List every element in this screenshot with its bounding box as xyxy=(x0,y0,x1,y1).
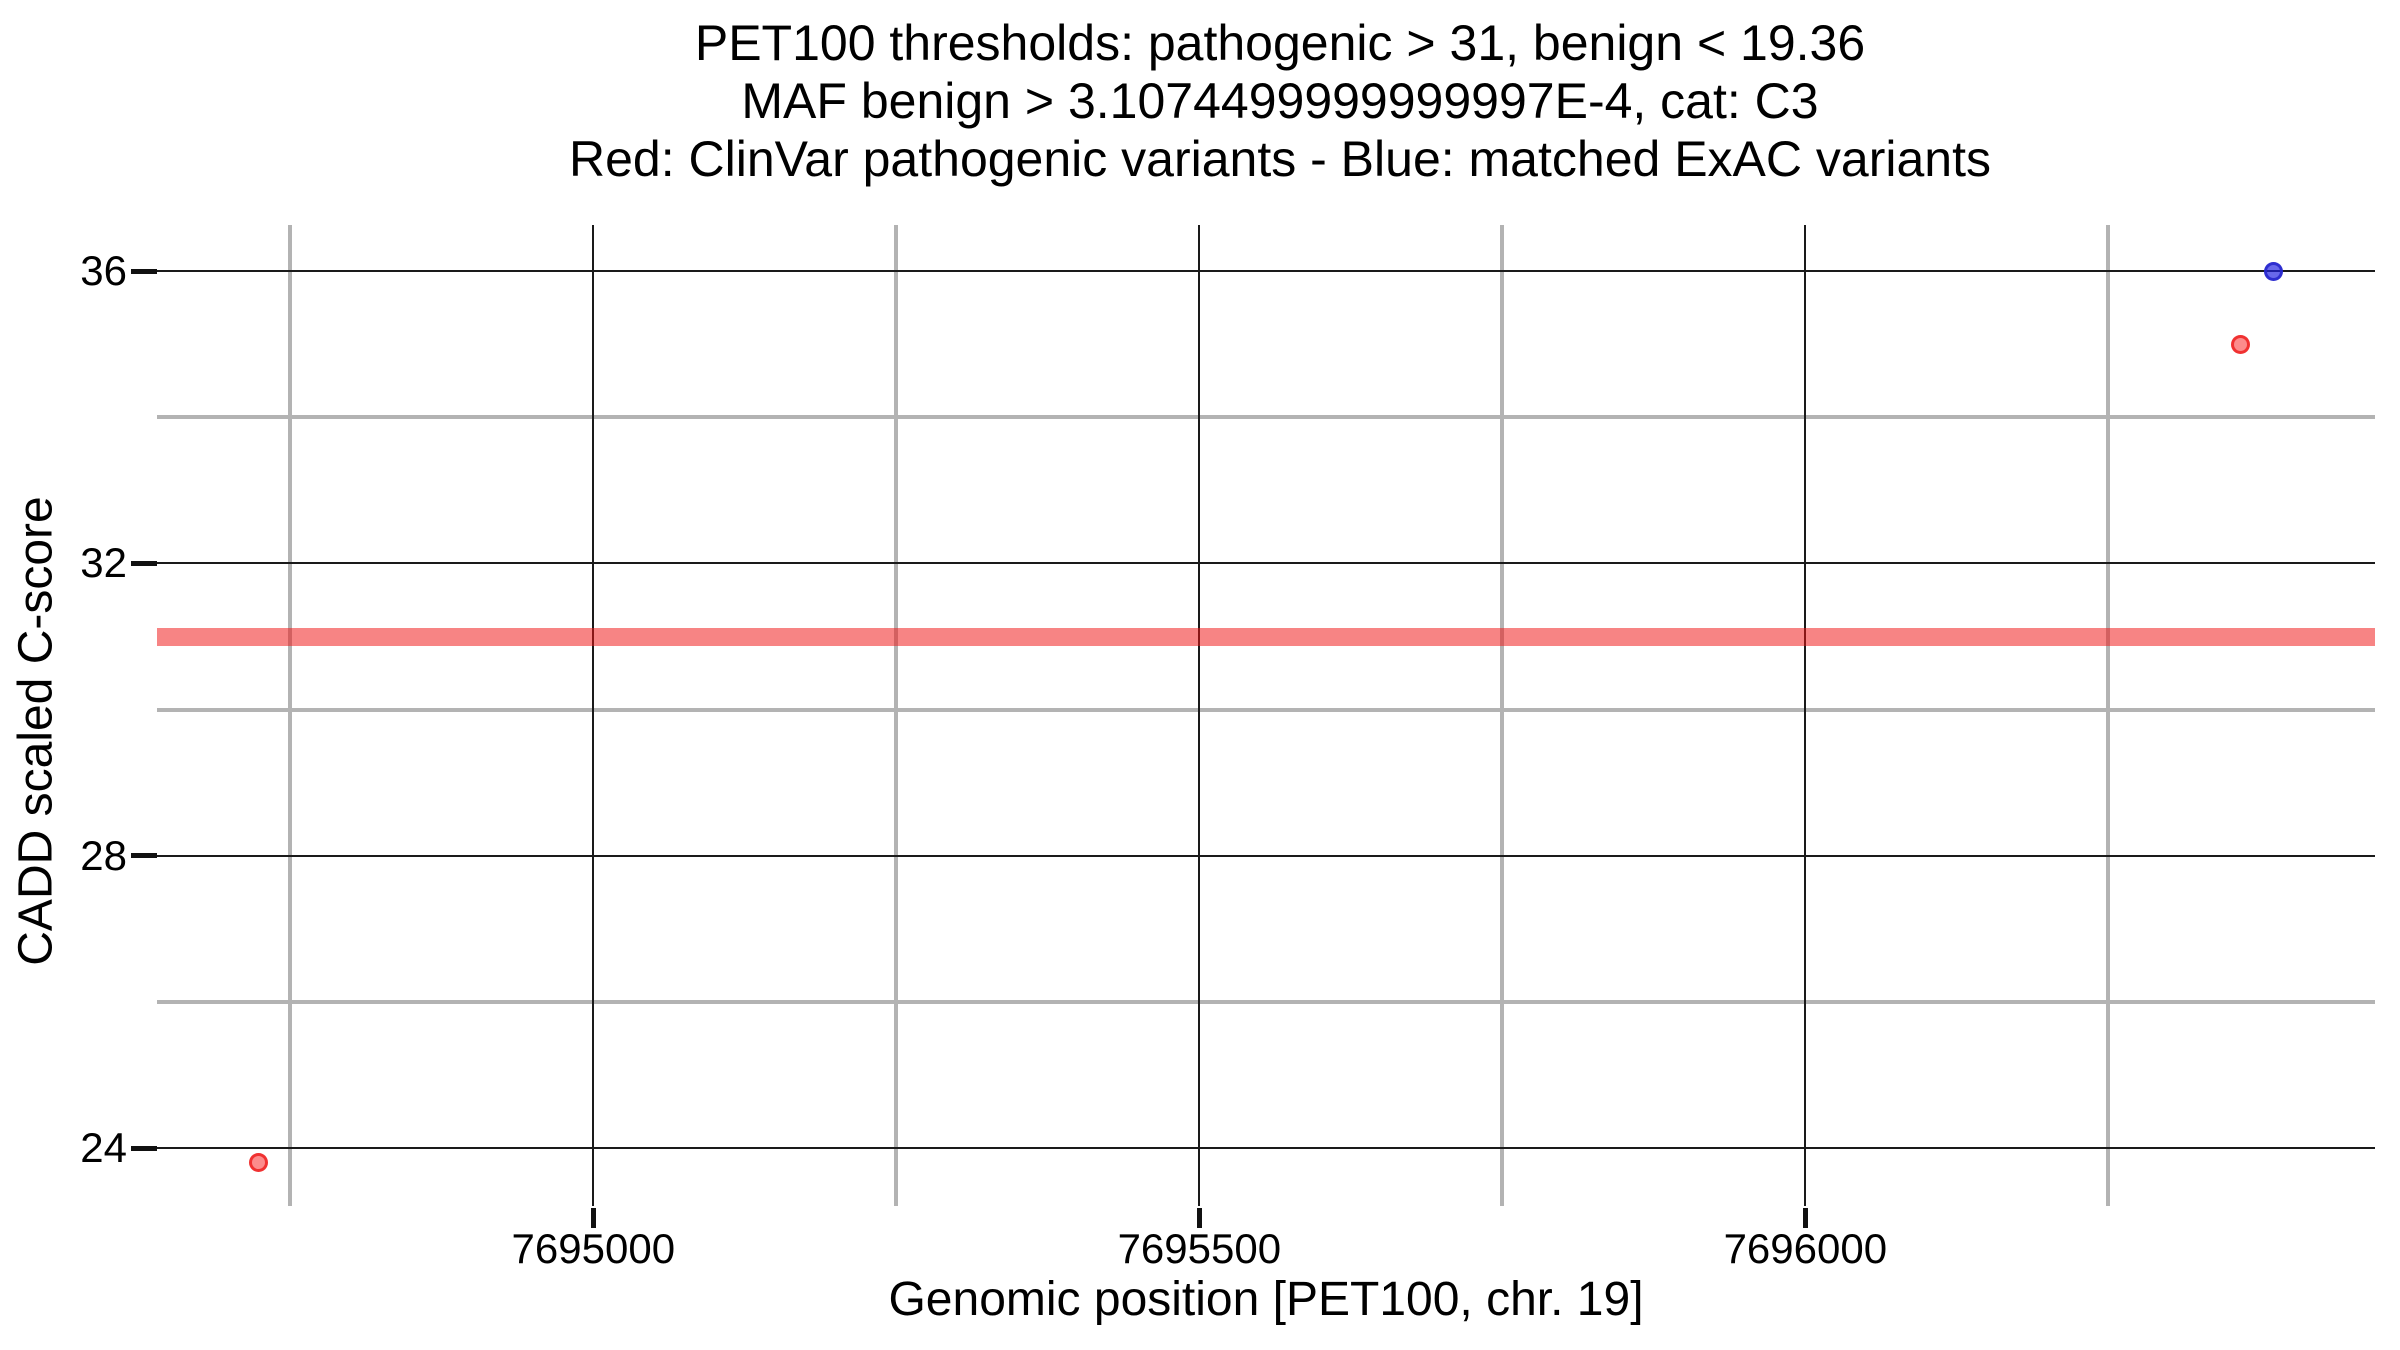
y-tick-mark-28 xyxy=(131,853,157,859)
y-tick-label-28: 28 xyxy=(80,831,127,879)
major-gridline-y-28 xyxy=(157,854,2375,857)
data-point xyxy=(249,1153,269,1173)
major-gridline-x-7695500 xyxy=(1198,225,1201,1206)
x-tick-mark-7696000 xyxy=(1802,1208,1808,1228)
major-gridline-y-24 xyxy=(157,1147,2375,1150)
data-point xyxy=(2230,334,2250,354)
minor-gridline-x-7695250 xyxy=(894,225,899,1206)
chart-title-line-3: Red: ClinVar pathogenic variants - Blue:… xyxy=(569,131,1991,187)
y-tick-label-32: 32 xyxy=(80,539,127,587)
chart-title-line-1: PET100 thresholds: pathogenic > 31, beni… xyxy=(694,15,1866,71)
chart-title-line-2: MAF benign > 3.1074499999999997E-4, cat:… xyxy=(741,73,1819,129)
pathogenic-threshold-band xyxy=(157,627,2375,646)
x-tick-label-7695000: 7695000 xyxy=(511,1225,676,1272)
x-tick-label-7695500: 7695500 xyxy=(1117,1225,1282,1272)
x-axis-label: Genomic position [PET100, chr. 19] xyxy=(888,1273,1644,1326)
plot-panel xyxy=(157,225,2375,1206)
y-tick-label-36: 36 xyxy=(80,247,127,295)
major-gridline-x-7696000 xyxy=(1804,225,1807,1206)
minor-gridline-x-7695750 xyxy=(1500,225,1505,1206)
y-tick-mark-32 xyxy=(131,560,157,566)
data-point xyxy=(2263,261,2283,281)
minor-gridline-x-7694750 xyxy=(288,225,293,1206)
minor-gridline-x-7696250 xyxy=(2106,225,2111,1206)
major-gridline-y-32 xyxy=(157,562,2375,565)
x-tick-mark-7695000 xyxy=(590,1208,596,1228)
chart-title: PET100 thresholds: pathogenic > 31, beni… xyxy=(180,14,2380,188)
major-gridline-y-36 xyxy=(157,270,2375,273)
x-tick-mark-7695500 xyxy=(1196,1208,1202,1228)
major-gridline-x-7695000 xyxy=(592,225,595,1206)
x-tick-label-7696000: 7696000 xyxy=(1723,1225,1888,1272)
y-tick-label-24: 24 xyxy=(80,1124,127,1172)
y-tick-mark-24 xyxy=(131,1145,157,1151)
minor-gridline-y-26 xyxy=(157,1000,2375,1005)
minor-gridline-y-34 xyxy=(157,415,2375,420)
y-tick-mark-36 xyxy=(131,268,157,274)
minor-gridline-y-30 xyxy=(157,707,2375,712)
